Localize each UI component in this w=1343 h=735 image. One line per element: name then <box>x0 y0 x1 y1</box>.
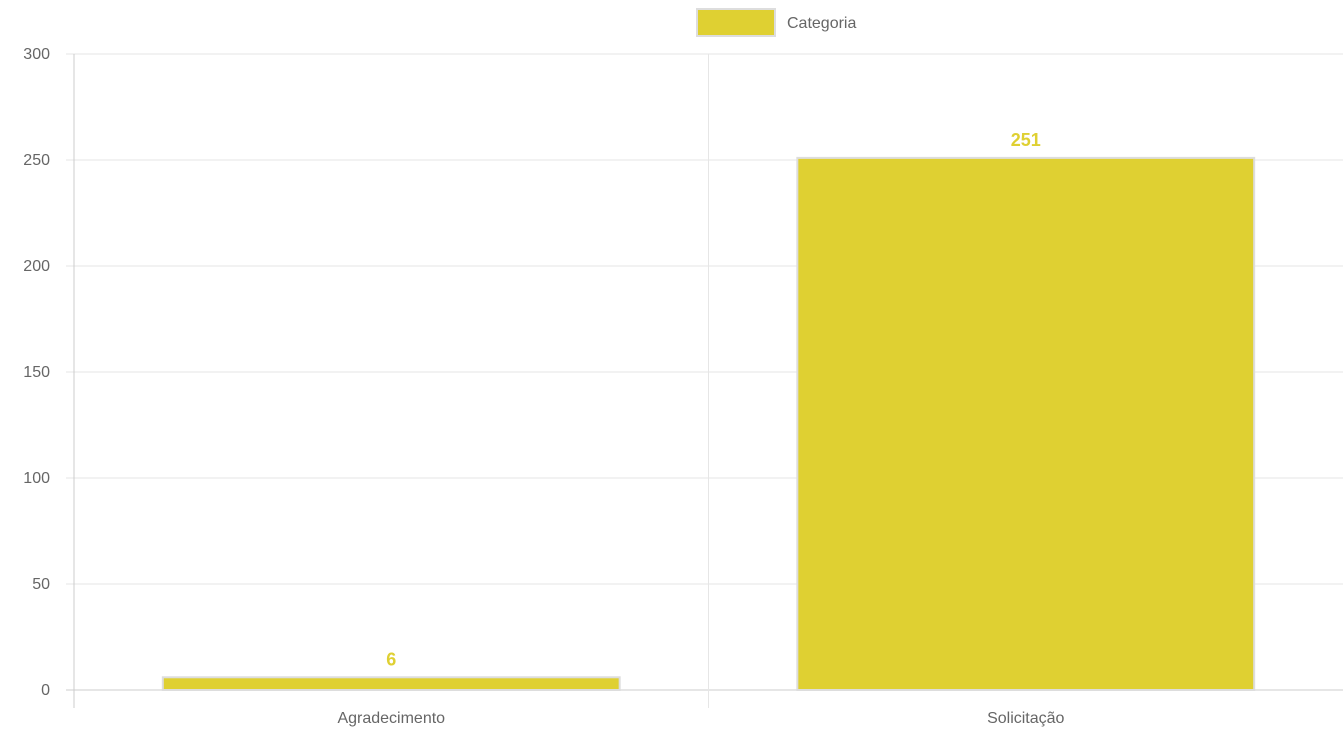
y-tick-label: 50 <box>32 576 50 593</box>
y-tick-label: 100 <box>23 470 50 487</box>
data-label: 6 <box>386 649 396 669</box>
y-tick-label: 300 <box>23 46 50 63</box>
bars-layer <box>161 156 1256 692</box>
y-tick-label: 150 <box>23 364 50 381</box>
data-label: 251 <box>1011 130 1041 150</box>
legend-label[interactable]: Categoria <box>787 15 856 32</box>
bar[interactable] <box>796 156 1256 691</box>
x-tick-label: Agradecimento <box>337 710 445 727</box>
x-tick-label: Solicitação <box>987 710 1064 727</box>
y-tick-label: 0 <box>41 682 50 699</box>
labels-layer: 0 50 100 150 200 250 300 6 Agradecimento 251 Solic… <box>23 46 1064 727</box>
grid-layer <box>66 53 1343 708</box>
y-tick-label: 250 <box>23 152 50 169</box>
legend[interactable]: Categoria <box>696 8 856 37</box>
legend-swatch[interactable] <box>696 8 776 37</box>
bar[interactable] <box>161 676 621 692</box>
y-tick-label: 200 <box>23 258 50 275</box>
